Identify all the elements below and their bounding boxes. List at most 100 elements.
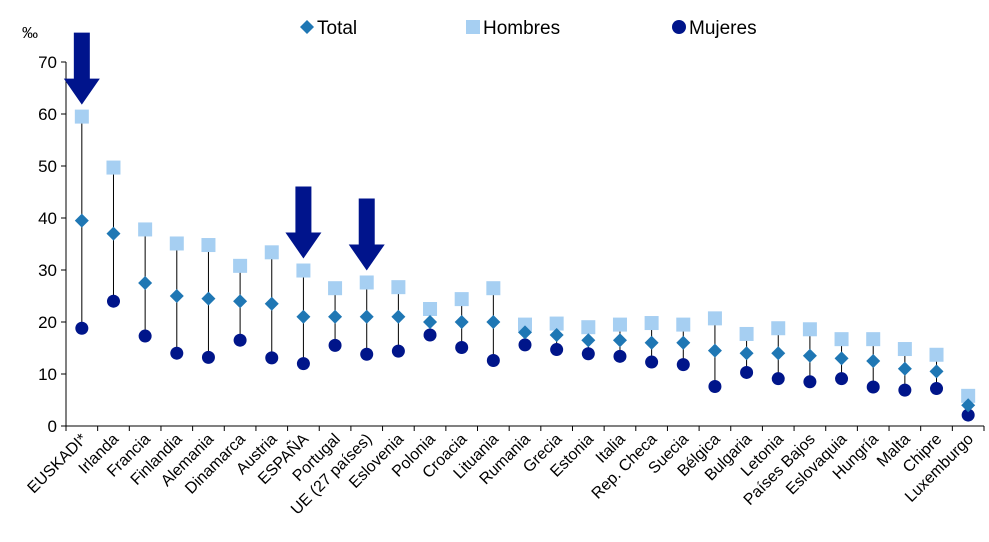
total-point (771, 346, 786, 361)
hombres-point (169, 236, 184, 251)
range-stems (81, 116, 969, 416)
mujeres-point (170, 346, 184, 360)
total-point (897, 361, 912, 376)
mujeres-point (518, 338, 532, 352)
mujeres-point (866, 380, 880, 394)
total-point (802, 348, 817, 363)
y-tick-label: 10 (38, 365, 57, 384)
legend-label: Total (317, 18, 357, 39)
total-point (328, 309, 343, 324)
hombres-point (897, 342, 912, 357)
mujeres-point (265, 351, 279, 365)
mujeres-point (771, 372, 785, 386)
hombres-point (518, 317, 532, 332)
mujeres-point (835, 372, 849, 386)
hombres-point (676, 317, 691, 332)
total-point (739, 346, 754, 361)
hombres-point (612, 317, 627, 332)
legend-label: Hombres (483, 18, 560, 39)
y-tick-label: 30 (38, 261, 57, 280)
hombres-point (296, 263, 311, 278)
hombres-point (328, 281, 343, 296)
y-tick-label: 50 (38, 157, 57, 176)
hombres-point (201, 238, 216, 253)
total-point (644, 335, 659, 350)
total-point (961, 398, 976, 413)
mujeres-point (296, 357, 310, 371)
hombres-point (929, 347, 944, 362)
mujeres-point (550, 343, 564, 357)
total-point (676, 335, 691, 350)
hombres-point (802, 322, 817, 337)
total-point (391, 309, 406, 324)
mujeres-point (613, 349, 627, 363)
y-tick-label: 0 (48, 417, 57, 436)
total-point (233, 294, 248, 309)
mujeres-point (645, 355, 659, 369)
hombres-point (486, 281, 501, 296)
total-point (201, 291, 216, 306)
hombres-point (549, 316, 564, 331)
hombres-point (581, 320, 596, 335)
data-marks (74, 109, 976, 422)
total-point (549, 328, 564, 342)
hombres-point (739, 326, 754, 341)
hombres-point (74, 109, 89, 124)
mujeres-point (455, 340, 469, 354)
highlight-arrows (63, 32, 385, 271)
y-axis-unit-label: ‰ (22, 25, 38, 42)
legend-total-symbol (300, 20, 314, 34)
mujeres-point (360, 347, 374, 361)
mujeres-point (328, 338, 342, 352)
total-point (581, 333, 596, 348)
hombres-point (771, 321, 786, 336)
total-point (264, 296, 279, 311)
mujeres-point (486, 353, 500, 367)
total-point (518, 325, 532, 340)
hombres-point (264, 245, 279, 260)
y-tick-label: 70 (38, 53, 57, 72)
category-labels: EUSKADI*IrlandaFranciaFinlandiaAlemaniaD… (25, 428, 978, 518)
mujeres-point (930, 382, 944, 396)
total-point (106, 226, 121, 241)
mujeres-point (423, 328, 437, 342)
total-point (929, 364, 944, 379)
total-point (612, 333, 627, 348)
highlight-arrow (63, 32, 100, 105)
mujeres-point (201, 350, 215, 364)
y-tick-label: 20 (38, 313, 57, 332)
total-point (359, 309, 374, 324)
mujeres-point (676, 358, 690, 372)
hombres-point (454, 292, 469, 307)
mujeres-point (898, 383, 912, 397)
hombres-point (834, 332, 849, 347)
mujeres-point (138, 329, 152, 343)
total-point (169, 289, 184, 303)
hombres-point (233, 258, 248, 273)
mujeres-point (803, 375, 817, 389)
y-tick-label: 60 (38, 105, 57, 124)
total-point (74, 213, 89, 228)
hombres-point (391, 280, 406, 295)
mujeres-point (708, 379, 722, 393)
mujeres-point (961, 408, 975, 422)
total-point (866, 354, 881, 368)
total-point (423, 315, 438, 329)
mujeres-point (581, 347, 595, 361)
legend-hombres-symbol (466, 20, 480, 34)
hombres-point (423, 302, 438, 316)
total-point (486, 315, 501, 329)
hombres-point (359, 275, 374, 290)
highlight-arrow (348, 198, 385, 271)
legend-mujeres-symbol (672, 20, 686, 34)
highlight-arrow (285, 186, 322, 259)
hombres-point (707, 311, 722, 326)
mujeres-point (233, 333, 247, 347)
mujeres-point (106, 294, 120, 308)
mujeres-point (75, 321, 89, 335)
total-point (296, 309, 311, 324)
legend: Total Hombres Mujeres (300, 18, 757, 39)
total-point (834, 351, 849, 366)
hombres-point (866, 332, 881, 347)
